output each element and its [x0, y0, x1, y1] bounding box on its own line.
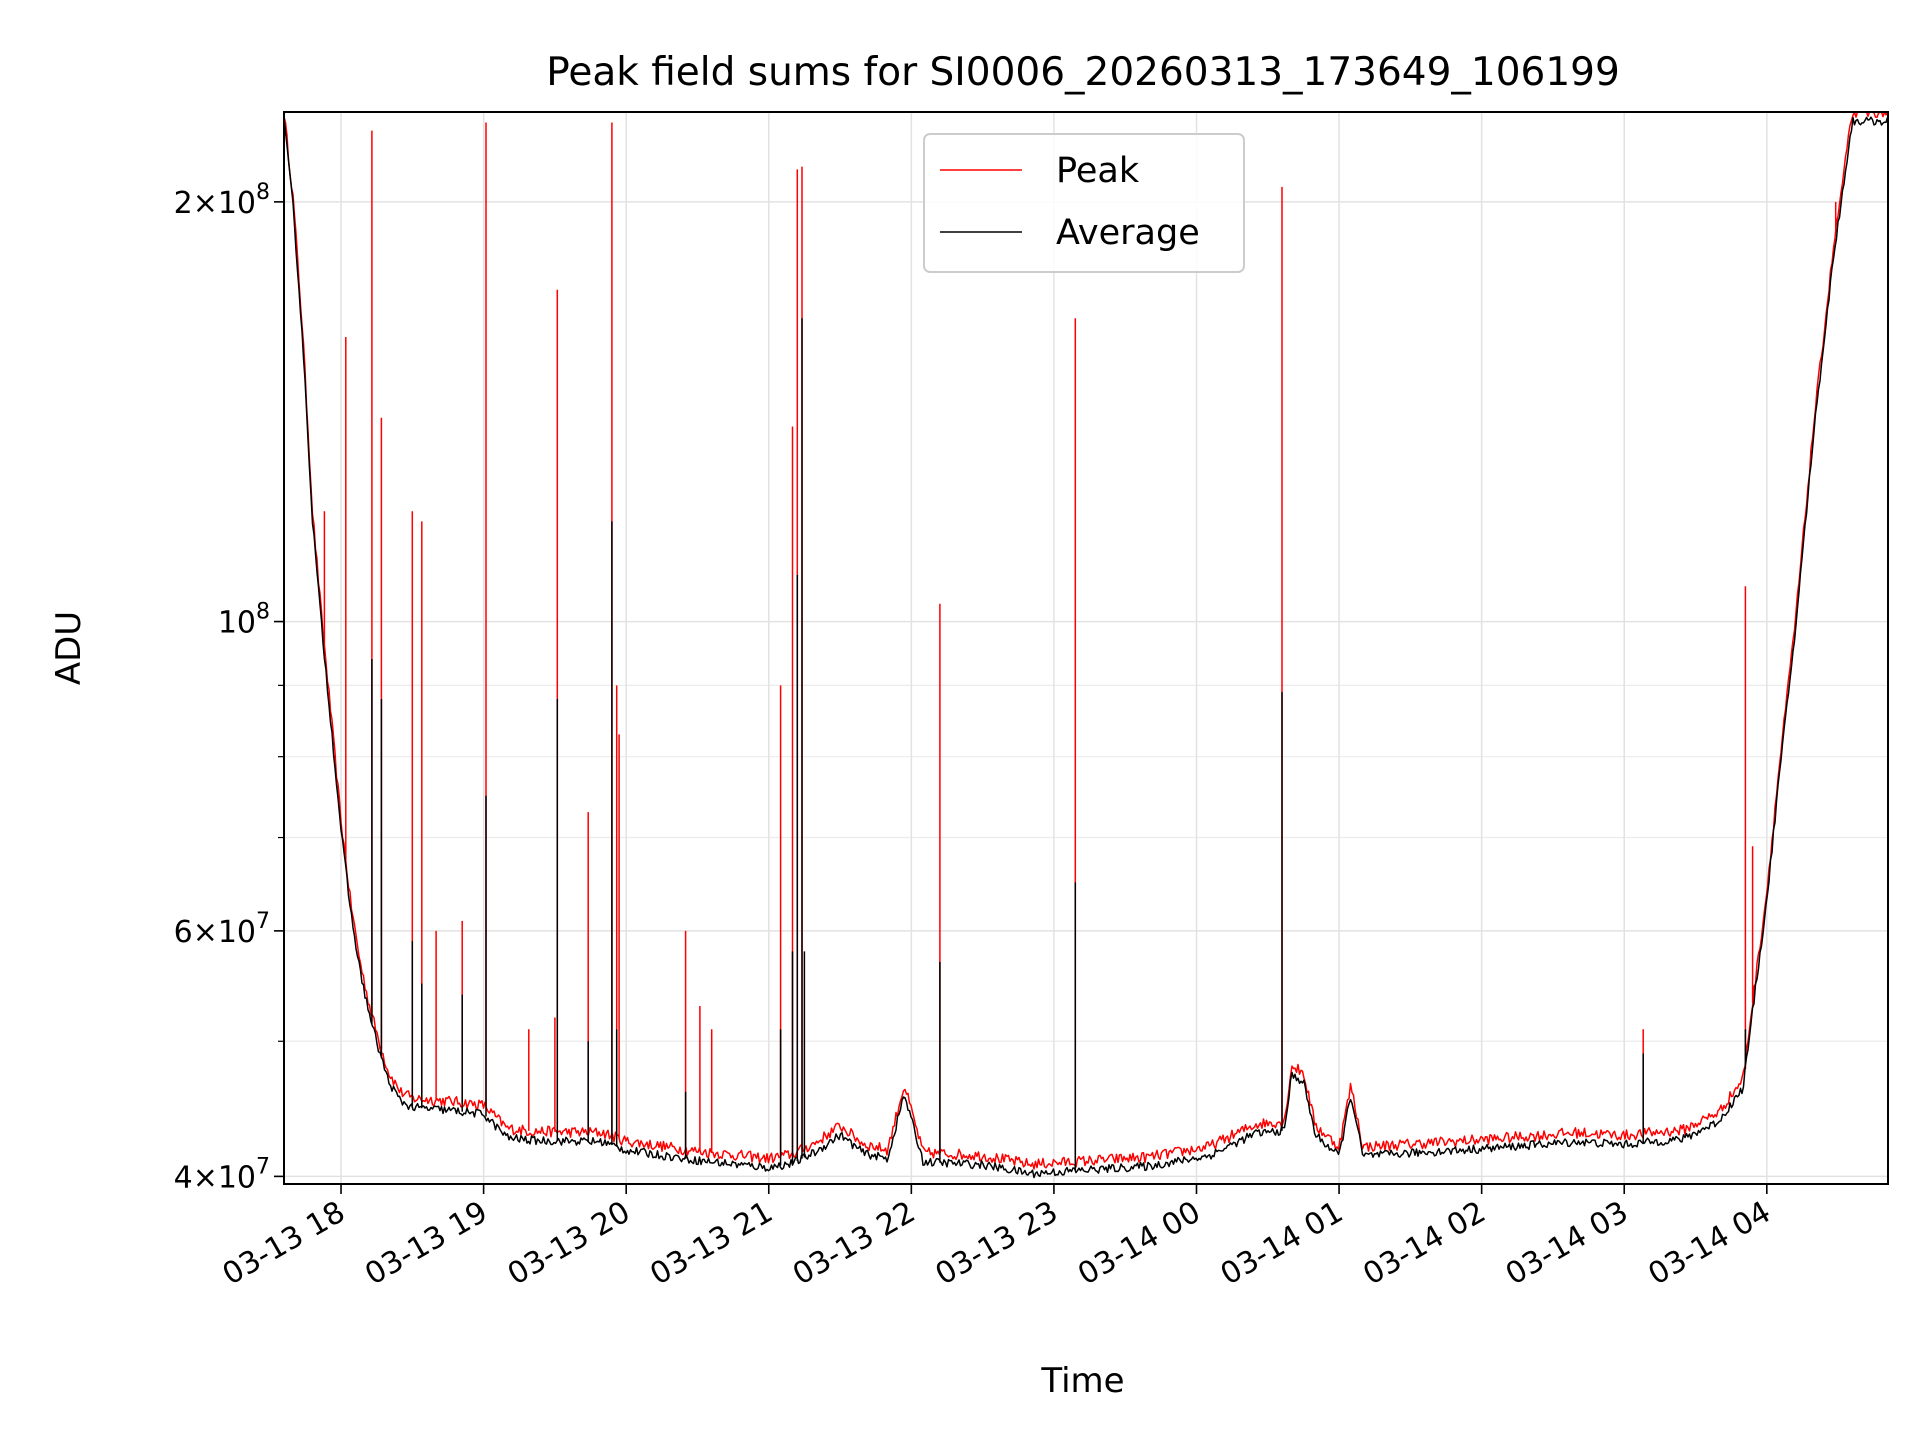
y-tick-label: 108 — [218, 600, 270, 641]
grid — [284, 112, 1888, 1184]
y-axis-ticks: 4×107 6×107 108 2×108 — [174, 180, 284, 1195]
legend-label-peak: Peak — [1056, 151, 1140, 191]
y-tick-label: 6×107 — [174, 909, 270, 950]
legend-box — [923, 133, 1245, 273]
x-axis-label: Time — [1040, 1361, 1124, 1401]
plot-area-frame — [283, 111, 1889, 1185]
series-layer — [283, 111, 1889, 1179]
chart-title: Peak field sums for SI0006_20260313_1736… — [546, 50, 1620, 95]
y-axis-label: ADU — [49, 611, 89, 685]
y-tick-label: 4×107 — [174, 1154, 270, 1195]
y-tick-label: 2×108 — [174, 180, 270, 221]
legend: Peak Average — [923, 133, 1245, 273]
series-average-line — [283, 116, 1889, 1179]
legend-label-average: Average — [1056, 213, 1200, 253]
